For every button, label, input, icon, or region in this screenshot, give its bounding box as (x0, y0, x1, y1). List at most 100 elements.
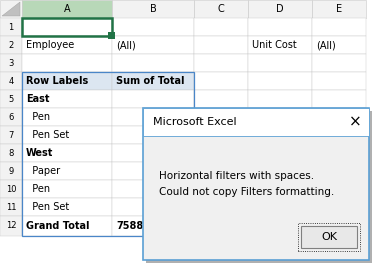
Bar (194, 216, 248, 236)
Bar (312, 0, 366, 18)
Bar (312, 180, 366, 198)
Bar (112, 198, 194, 216)
Bar (194, 126, 248, 144)
Text: A: A (64, 4, 70, 14)
Text: 2: 2 (8, 40, 14, 49)
Bar (0, 90, 22, 108)
Bar (312, 90, 366, 108)
Bar (22, 144, 112, 162)
Bar (112, 180, 194, 198)
Text: Pen Set: Pen Set (26, 130, 69, 140)
Bar (298, 223, 360, 251)
Bar (312, 126, 366, 144)
Bar (0, 162, 22, 180)
Bar (194, 162, 248, 180)
Bar (0, 126, 22, 144)
Text: 7588.88: 7588.88 (116, 221, 161, 231)
Bar (312, 54, 366, 72)
Bar (112, 36, 194, 54)
Bar (248, 90, 312, 108)
Text: 3: 3 (8, 59, 14, 68)
Text: Pen: Pen (26, 112, 50, 122)
Text: (All): (All) (316, 40, 336, 50)
Bar (112, 54, 194, 72)
Bar (112, 162, 194, 180)
Bar (248, 108, 312, 126)
Bar (194, 144, 248, 162)
Bar (112, 72, 194, 90)
Text: Horizontal filters with spaces.: Horizontal filters with spaces. (159, 171, 314, 181)
Bar (0, 54, 22, 72)
Text: Employee: Employee (26, 40, 74, 50)
Bar (248, 126, 312, 144)
Bar (112, 90, 194, 108)
Bar (194, 180, 248, 198)
Bar (0, 72, 22, 90)
Bar (22, 54, 112, 72)
Bar (22, 72, 194, 236)
Bar (112, 108, 194, 126)
Text: 5: 5 (8, 94, 14, 103)
Bar (248, 72, 312, 90)
Bar (22, 108, 112, 126)
Text: Paper: Paper (26, 166, 60, 176)
Text: Pen: Pen (26, 184, 50, 194)
Bar (248, 198, 312, 216)
Bar (312, 144, 366, 162)
Bar (312, 162, 366, 180)
Text: ×: × (349, 114, 361, 130)
Bar (22, 90, 112, 108)
Bar (22, 18, 112, 36)
Bar (22, 36, 112, 54)
Text: East: East (26, 94, 50, 104)
Bar (0, 198, 22, 216)
Bar (194, 198, 248, 216)
Bar (312, 18, 366, 36)
Bar (143, 108, 369, 260)
Bar (112, 126, 194, 144)
Bar (194, 90, 248, 108)
Text: E: E (336, 4, 342, 14)
Bar (194, 54, 248, 72)
Bar (312, 198, 366, 216)
Bar (22, 162, 112, 180)
Bar (194, 72, 248, 90)
Bar (22, 126, 112, 144)
Bar (146, 111, 372, 263)
Bar (143, 108, 369, 136)
Text: Pen Set: Pen Set (26, 202, 69, 212)
Bar (248, 18, 312, 36)
Text: 10: 10 (6, 185, 16, 193)
Bar (0, 108, 22, 126)
Text: Row Labels: Row Labels (26, 76, 88, 86)
Bar (248, 144, 312, 162)
Bar (248, 0, 312, 18)
Bar (312, 72, 366, 90)
Bar (0, 216, 22, 236)
Text: Sum of Total: Sum of Total (116, 76, 184, 86)
Bar (194, 0, 248, 18)
Text: 6: 6 (8, 113, 14, 122)
Bar (0, 144, 22, 162)
Bar (0, 18, 22, 36)
Bar (194, 18, 248, 36)
Text: (All): (All) (116, 40, 136, 50)
Bar (0, 0, 22, 18)
Bar (22, 18, 112, 36)
Bar (248, 216, 312, 236)
Bar (312, 216, 366, 236)
Text: Unit Cost: Unit Cost (252, 40, 297, 50)
Bar (312, 108, 366, 126)
Text: 9: 9 (8, 167, 14, 176)
Bar (22, 216, 112, 236)
Text: B: B (150, 4, 156, 14)
Bar (22, 72, 112, 90)
Text: 8: 8 (8, 148, 14, 157)
Text: Grand Total: Grand Total (26, 221, 90, 231)
Text: Could not copy Filters formatting.: Could not copy Filters formatting. (159, 187, 334, 197)
Text: C: C (217, 4, 224, 14)
Bar (301, 226, 357, 248)
Text: OK: OK (321, 232, 337, 242)
Text: 7: 7 (8, 131, 14, 139)
Text: 12: 12 (6, 222, 16, 231)
